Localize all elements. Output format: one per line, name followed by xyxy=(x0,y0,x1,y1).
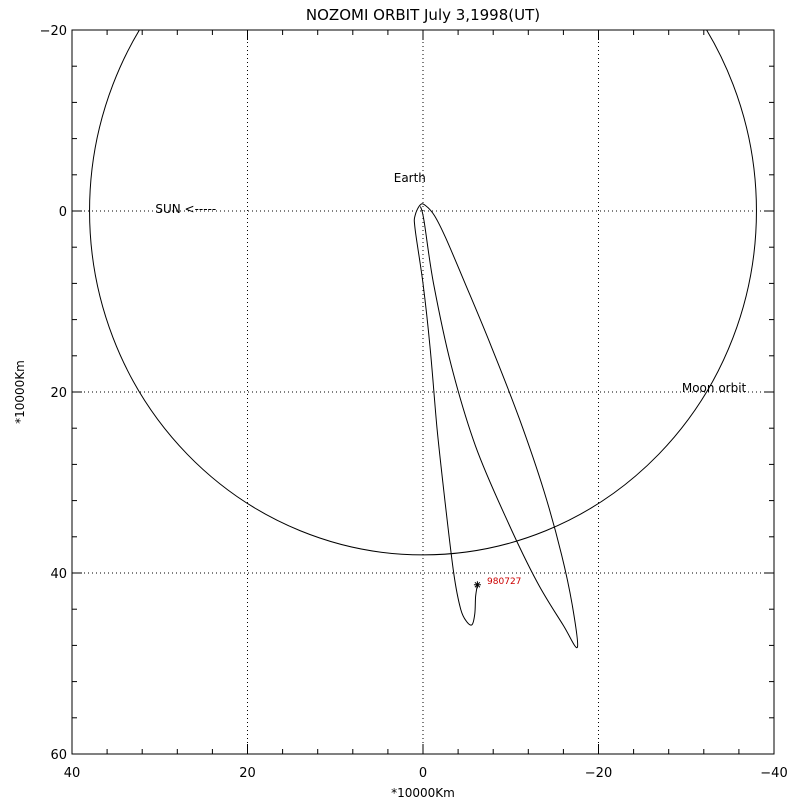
earth-label: Earth xyxy=(394,171,426,185)
y-tick-label: 40 xyxy=(50,567,67,582)
plot-frame xyxy=(71,29,775,755)
x-tick-label: 40 xyxy=(64,766,81,781)
x-tick-label: 0 xyxy=(419,766,427,781)
y-tick-label: 20 xyxy=(50,386,67,401)
orbit-layer xyxy=(413,203,579,649)
minor-ticks xyxy=(71,29,775,755)
y-tick-labels: −20 0 20 40 60 xyxy=(40,24,67,763)
x-tick-label: −20 xyxy=(585,766,612,781)
marker-stroke xyxy=(474,581,481,588)
moon-orbit-layer xyxy=(89,30,757,556)
y-tick-label: 0 xyxy=(59,205,67,220)
x-tick-label: −40 xyxy=(760,766,787,781)
chart-title: NOZOMI ORBIT July 3,1998(UT) xyxy=(306,6,540,24)
moon-orbit-circle xyxy=(89,30,757,556)
y-tick-label: −20 xyxy=(40,24,67,39)
x-axis-label: *10000Km xyxy=(391,786,455,800)
grid-lines xyxy=(72,30,774,754)
moon-orbit-label: Moon orbit xyxy=(682,381,747,395)
trajectory-line xyxy=(413,203,579,649)
date-label: 980727 xyxy=(487,577,521,587)
x-tick-labels: 40 20 0 −20 −40 xyxy=(64,766,788,781)
y-axis-label: *10000Km xyxy=(13,360,27,424)
end-point-marker xyxy=(473,581,481,589)
y-tick-label: 60 xyxy=(50,748,67,763)
x-tick-label: 20 xyxy=(239,766,256,781)
sun-direction-label: SUN <----- xyxy=(155,202,216,216)
